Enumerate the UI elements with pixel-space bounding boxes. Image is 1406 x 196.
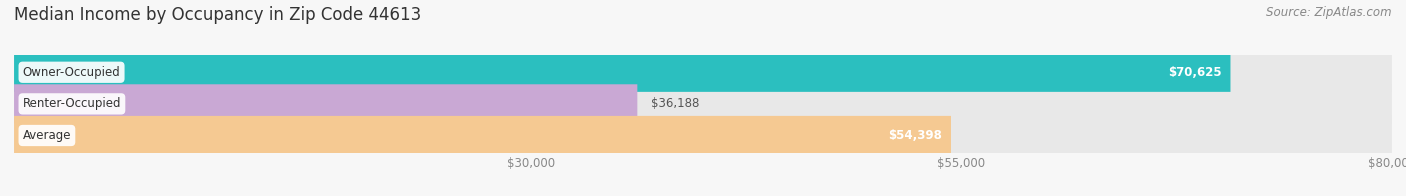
Text: Median Income by Occupancy in Zip Code 44613: Median Income by Occupancy in Zip Code 4… (14, 6, 422, 24)
FancyBboxPatch shape (14, 53, 1392, 92)
Text: Average: Average (22, 129, 72, 142)
FancyBboxPatch shape (14, 84, 637, 123)
FancyBboxPatch shape (14, 84, 1392, 123)
Text: $36,188: $36,188 (651, 97, 700, 110)
FancyBboxPatch shape (14, 116, 1392, 155)
Text: Renter-Occupied: Renter-Occupied (22, 97, 121, 110)
Text: $70,625: $70,625 (1168, 66, 1222, 79)
FancyBboxPatch shape (14, 116, 950, 155)
Text: Owner-Occupied: Owner-Occupied (22, 66, 121, 79)
Text: $54,398: $54,398 (889, 129, 942, 142)
Text: Source: ZipAtlas.com: Source: ZipAtlas.com (1267, 6, 1392, 19)
FancyBboxPatch shape (14, 53, 1230, 92)
